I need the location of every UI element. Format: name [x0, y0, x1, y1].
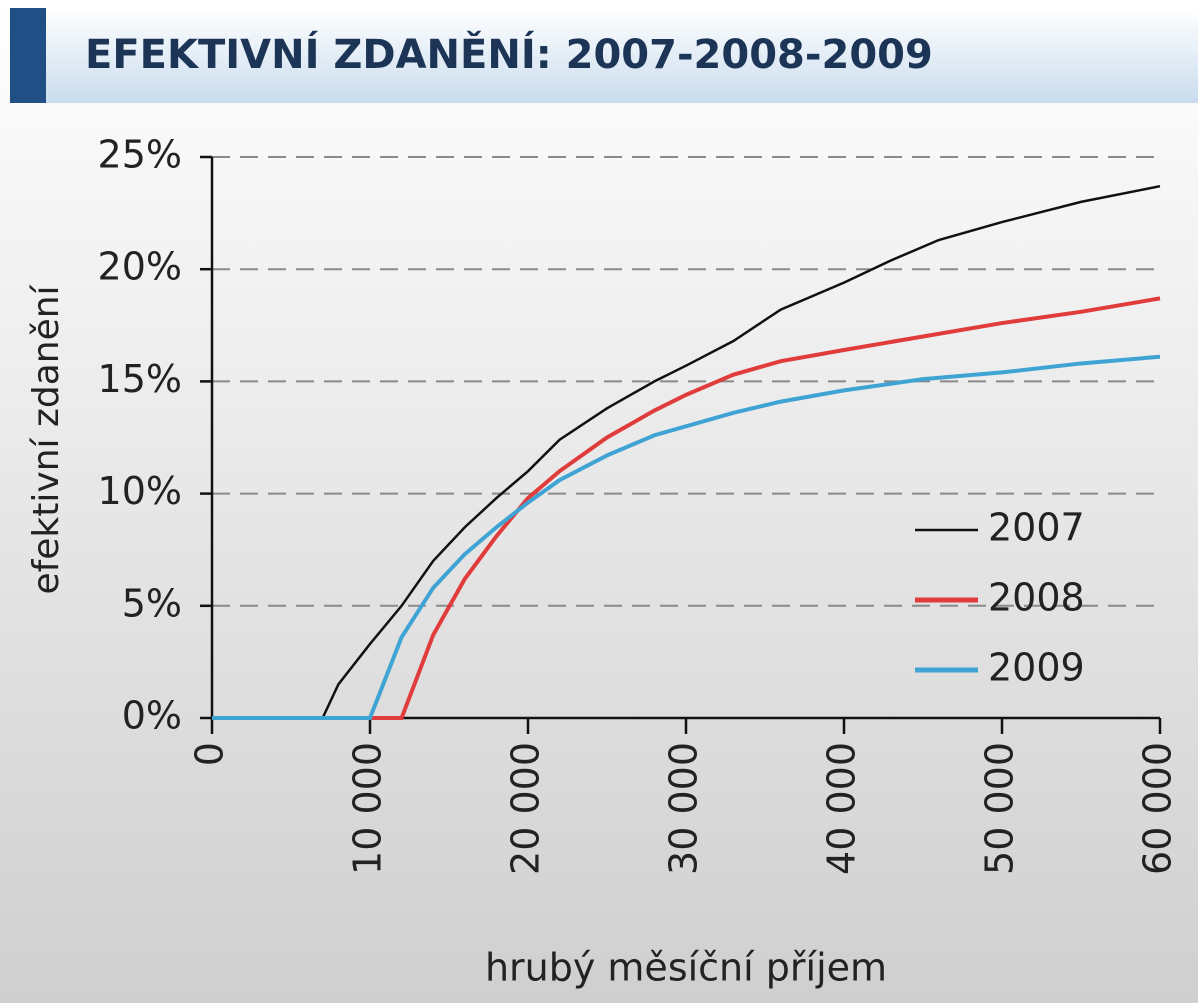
x-tick-label: 60 000: [1136, 742, 1180, 875]
x-tick-label: 30 000: [662, 742, 706, 875]
y-tick-label: 10%: [98, 469, 182, 513]
legend-label: 2009: [988, 646, 1085, 690]
y-tick-label: 0%: [122, 694, 182, 738]
series-line: [212, 354, 1161, 720]
x-tick-label: 20 000: [504, 742, 548, 875]
x-tick-label: 10 000: [346, 742, 390, 875]
header-band: [10, 8, 1198, 103]
x-axis-label: hrubý měsíční příjem: [485, 946, 887, 990]
y-tick-label: 15%: [98, 357, 182, 401]
legend-label: 2007: [988, 506, 1085, 550]
legend-label: 2008: [988, 576, 1085, 620]
y-tick-label: 25%: [98, 133, 182, 177]
y-axis-label: efektivní zdanění: [26, 284, 67, 594]
x-tick-label: 50 000: [978, 742, 1022, 875]
y-tick-label: 5%: [122, 581, 182, 625]
y-tick-label: 20%: [98, 245, 182, 289]
series-line: [212, 184, 1161, 720]
series-line: [212, 296, 1161, 720]
x-tick-label: 40 000: [820, 742, 864, 875]
x-tick-label: 0: [188, 742, 232, 766]
header-accent: [10, 8, 46, 103]
chart-title: EFEKTIVNÍ ZDANĚNÍ: 2007-2008-2009: [85, 30, 933, 78]
